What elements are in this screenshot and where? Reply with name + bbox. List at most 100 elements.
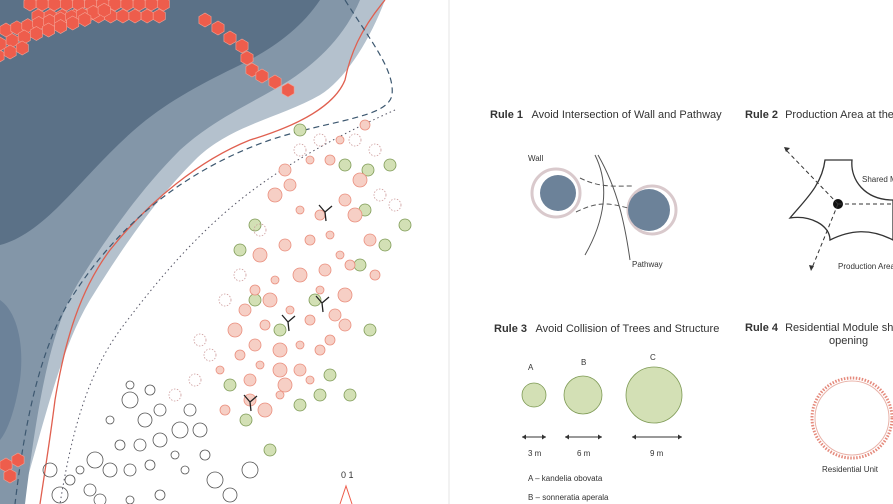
tree-red [359, 119, 371, 131]
tree-outline [183, 403, 197, 417]
tree-c-letter: C [650, 353, 656, 362]
tree-red [272, 362, 288, 378]
tree-red [335, 135, 345, 145]
legend-b: B – sonneratia aperala [528, 493, 609, 502]
north-arrow-icon [339, 484, 353, 504]
tree-outline [222, 487, 238, 503]
tree-outline [83, 483, 97, 497]
rule-4-number: Rule 4 [745, 322, 779, 334]
tree-red [270, 275, 280, 285]
tree-red [305, 375, 315, 385]
wall-ring-left [530, 167, 582, 219]
tree-outline [137, 412, 153, 428]
arrow-head-1-icon [784, 147, 790, 152]
tree-green [353, 258, 367, 272]
tree-red [257, 402, 273, 418]
tree-red [249, 284, 261, 296]
tree-green [338, 158, 352, 172]
tree-green [383, 158, 397, 172]
tree-dashed [313, 133, 327, 147]
tree-green [313, 388, 327, 402]
tree-dashed [293, 143, 307, 157]
tree-red [344, 259, 356, 271]
tree-red [324, 154, 336, 166]
hexagon-module [245, 62, 259, 78]
tree-red [252, 247, 268, 263]
tree-outline [144, 459, 156, 471]
tree-c-circle [625, 366, 683, 424]
scale-bar: 0 1 [339, 470, 354, 504]
tree-outline [199, 449, 211, 461]
hexagon-module [240, 50, 254, 66]
tree-dashed [188, 373, 202, 387]
dimension-arrowheads [522, 434, 682, 440]
tree-red [338, 193, 352, 207]
tree-dashed [373, 188, 387, 202]
tree-red [278, 163, 292, 177]
rule-2-title: Production Area at the Sh [785, 109, 893, 121]
module-right [628, 189, 670, 231]
hexagon-module [152, 8, 166, 24]
tree-red [352, 172, 368, 188]
tree-a-circle [521, 382, 547, 408]
tree-red [293, 363, 307, 377]
rule-1-number: Rule 1 [490, 109, 523, 121]
tree-red [248, 338, 262, 352]
tree-outline [114, 439, 126, 451]
rule-3-title: Avoid Collision of Trees and Structure [535, 323, 719, 335]
rule-3-heading: Rule 3 Avoid Collision of Trees and Stru… [494, 323, 719, 335]
rule-1-title: Avoid Intersection of Wall and Pathway [531, 109, 722, 121]
hexagon-module [281, 82, 295, 98]
tree-cluster [42, 119, 412, 504]
hexagon-module [211, 20, 225, 36]
tree-red [255, 360, 265, 370]
tree-red [325, 230, 335, 240]
root-branch-icon [318, 204, 333, 222]
tree-green [248, 293, 262, 307]
rule-2-panel: Rule 2 Production Area at the Sh Shared … [745, 109, 893, 271]
tree-outline [152, 432, 168, 448]
root-branch-icon [243, 394, 258, 412]
tree-outline [206, 471, 224, 489]
arrow-head-2-icon [809, 265, 814, 271]
tree-b-circle [563, 375, 603, 415]
tree-red [295, 340, 305, 350]
scale-bar-label: 0 1 [341, 470, 354, 480]
tree-red [337, 287, 353, 303]
tree-red [285, 305, 295, 315]
tree-green [263, 443, 277, 457]
legend-a: A – kandelia obovata [528, 474, 603, 483]
tree-dashed [233, 268, 247, 282]
tree-outline [133, 438, 147, 452]
shoreline [39, 0, 386, 504]
site-plan: 0 1 [0, 0, 412, 504]
tree-red [238, 303, 252, 317]
tree-red [369, 269, 381, 281]
tree-outline [86, 451, 104, 469]
tree-green [239, 413, 253, 427]
tree-dashed [203, 348, 217, 362]
tree-outline [51, 486, 69, 504]
tree-outline [144, 384, 156, 396]
rule-2-heading: Rule 2 Production Area at the Sh [745, 109, 893, 121]
tree-red [267, 187, 283, 203]
hexagon-module [268, 74, 282, 90]
tree-outline [121, 391, 139, 409]
tree-green [361, 163, 375, 177]
tree-red [315, 285, 325, 295]
tree-outline [125, 495, 135, 504]
tree-red [335, 250, 345, 260]
tree-c-span: 9 m [650, 449, 664, 458]
tree-a-span: 3 m [528, 449, 542, 458]
tree-dashed [253, 223, 267, 237]
dashed-boundary [14, 0, 393, 504]
tree-red [304, 314, 316, 326]
tree-outline [123, 463, 137, 477]
root-branch-icon [281, 314, 296, 332]
tree-green [308, 293, 322, 307]
tree-red [314, 344, 326, 356]
tree-green [248, 218, 262, 232]
rule-1-panel: Rule 1 Avoid Intersection of Wall and Pa… [490, 109, 722, 269]
residential-ring-inner [814, 380, 890, 456]
pathway-line-b [597, 154, 631, 261]
